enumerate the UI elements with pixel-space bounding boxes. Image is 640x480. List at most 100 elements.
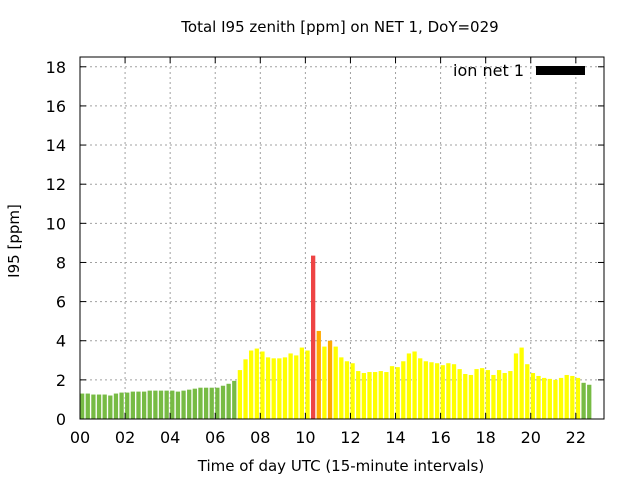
bar: [434, 363, 440, 419]
x-tick-label: 12: [340, 428, 360, 447]
bar: [237, 370, 243, 419]
bar: [192, 388, 197, 419]
bar: [570, 375, 575, 419]
bar: [418, 358, 423, 419]
bar: [339, 357, 344, 419]
y-tick-label: 2: [56, 371, 66, 390]
x-tick-label: 20: [521, 428, 541, 447]
bar: [322, 346, 327, 419]
bar: [158, 390, 164, 419]
bar-series: [80, 255, 592, 419]
bar: [327, 340, 333, 419]
bar: [536, 375, 541, 419]
bar: [170, 390, 175, 419]
bar: [378, 371, 383, 419]
y-tick-labels: 0 2 4 6 8 10 12 14 16 18: [46, 58, 66, 429]
bar: [581, 382, 586, 419]
bar: [530, 373, 536, 419]
bar: [344, 361, 350, 419]
bar: [198, 387, 203, 419]
y-tick-label: 6: [56, 293, 66, 312]
bar: [282, 357, 288, 419]
bar: [519, 347, 524, 419]
y-tick-label: 16: [46, 97, 66, 116]
bar: [232, 380, 237, 419]
bar: [181, 390, 186, 419]
axis-ticks: [79, 57, 604, 420]
bar: [468, 374, 474, 419]
bar: [564, 374, 569, 419]
bar: [164, 390, 169, 419]
bar: [96, 394, 102, 419]
bar: [502, 373, 507, 419]
bar: [558, 377, 564, 419]
bar: [277, 358, 282, 419]
bar: [372, 372, 378, 419]
bar: [525, 364, 530, 419]
bar: [80, 393, 85, 419]
bar: [446, 363, 451, 419]
bar: [311, 255, 316, 419]
bar: [508, 371, 513, 419]
x-axis-label: Time of day UTC (15-minute intervals): [197, 457, 484, 475]
bar: [260, 351, 265, 419]
legend: ion net 1: [453, 61, 585, 80]
bar: [175, 391, 181, 419]
x-tick-label: 02: [115, 428, 135, 447]
bar: [412, 351, 417, 419]
y-tick-label: 10: [46, 214, 66, 233]
chart-title: Total I95 zenith [ppm] on NET 1, DoY=029: [180, 18, 498, 36]
bar: [215, 387, 220, 419]
bar: [136, 391, 141, 419]
bar: [147, 390, 152, 419]
bar: [85, 393, 90, 419]
x-tick-label: 04: [160, 428, 180, 447]
bar: [542, 377, 547, 419]
bar: [451, 364, 457, 419]
y-tick-label: 18: [46, 58, 66, 77]
bar: [429, 362, 434, 419]
bar: [384, 372, 389, 419]
x-tick-label: 00: [70, 428, 90, 447]
bar: [463, 373, 468, 419]
y-tick-label: 0: [56, 410, 66, 429]
bar: [406, 353, 412, 419]
bar: [220, 385, 226, 419]
bar: [480, 368, 485, 419]
bar: [203, 387, 209, 419]
bar: [350, 363, 355, 419]
bar: [108, 395, 113, 419]
bar: [113, 393, 119, 419]
x-tick-label: 16: [430, 428, 450, 447]
x-tick-label: 10: [295, 428, 315, 447]
bar: [575, 377, 581, 419]
bar: [474, 369, 479, 419]
bar: [356, 371, 361, 419]
bar: [423, 361, 428, 419]
bar: [587, 384, 592, 419]
x-tick-label: 18: [475, 428, 495, 447]
bar: [305, 350, 310, 419]
bar: [209, 387, 214, 419]
bar: [288, 353, 293, 419]
bar: [547, 378, 552, 419]
bar: [249, 350, 254, 419]
y-tick-label: 12: [46, 175, 66, 194]
bar: [130, 391, 135, 419]
bar: [226, 383, 231, 419]
bar: [294, 355, 299, 419]
plot-frame: [79, 56, 605, 420]
bar: [395, 367, 400, 419]
bar: [316, 330, 321, 419]
bar: [187, 389, 192, 419]
bar: [243, 359, 248, 419]
bar: [119, 392, 124, 419]
bar: [457, 369, 462, 419]
bar: [401, 361, 406, 419]
bar: [389, 366, 395, 419]
bar: [102, 394, 107, 419]
bar: [361, 373, 367, 419]
bar: [496, 370, 502, 419]
x-tick-labels: 00 02 04 06 08 10 12 14 16 18 20 22: [70, 428, 586, 447]
